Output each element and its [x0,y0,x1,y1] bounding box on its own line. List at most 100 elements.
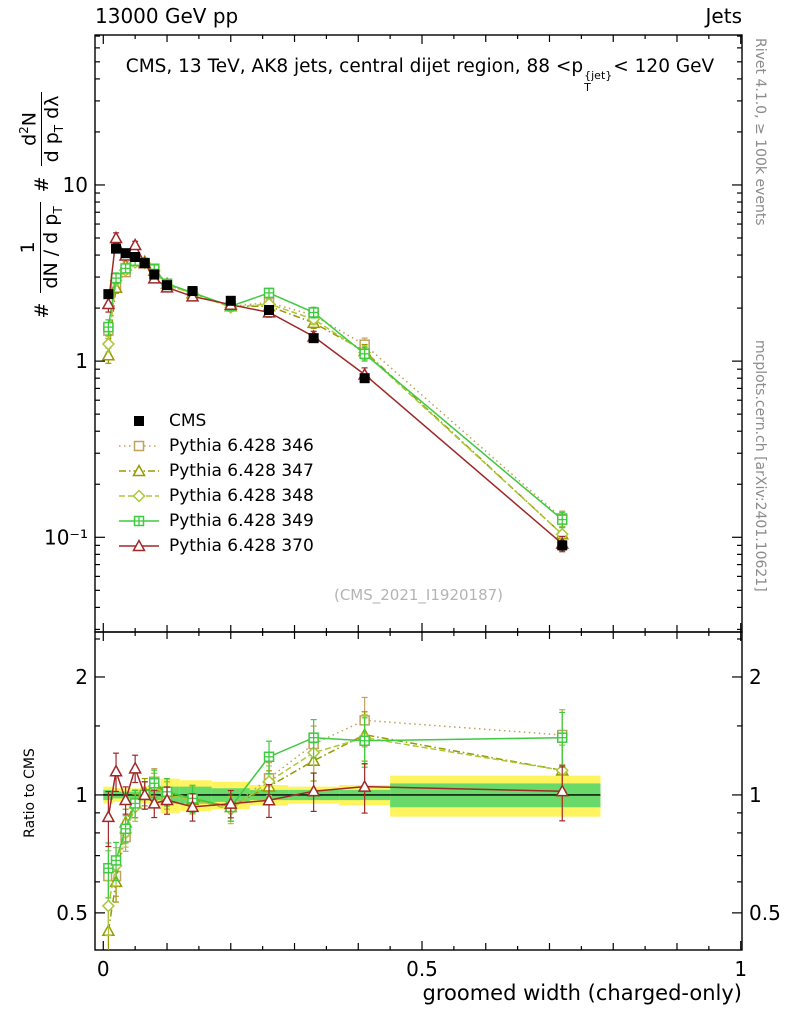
fraction-denominator: d pT dλ [40,92,67,167]
hash-symbol: # [31,176,53,193]
analysis-group-label: Jets [705,4,742,28]
x-tick-label: 0.5 [406,957,438,981]
legend-marker-icon [119,463,159,476]
ratio-tick-label-left: 2 [75,665,88,689]
marker-filled-square [103,289,114,300]
legend-marker-icon [119,515,159,526]
marker-open-triangle [101,296,116,310]
marker-open-triangle [118,792,133,806]
legend-marker-icon [119,538,159,551]
marker-filled-square [130,252,141,263]
y-main-tick-label: 10⁻¹ [44,525,88,549]
den-text-end: dλ [40,95,63,125]
series-pythia-6-428-347 [101,711,570,950]
marker-filled-square [359,373,370,384]
fraction-denominator: dN / d pT [40,202,66,292]
beam-label: 13000 GeV pp [95,4,239,28]
plot-title-text-end: < 120 GeV [613,56,715,77]
legend-label: CMS [169,410,207,431]
marker-open-diamond [101,899,115,913]
legend: CMS Pythia 6.428 346 Pythia 6.428 347 Pythi… [118,408,314,558]
legend-item-pythia-6-428-348: Pythia 6.428 348 [118,483,314,508]
pt-superscript: {jet} [584,69,613,82]
legend-marker-icon [134,415,144,426]
marker-filled-square [557,540,568,551]
header-row: 13000 GeV pp Jets [95,4,742,28]
marker-open-square [133,440,145,451]
x-tick-label: 0 [97,957,110,981]
marker-open-triangle [132,538,146,551]
marker-open-triangle [109,230,123,244]
marker-open-triangle [555,784,570,797]
axis-ticks: 10 1 10⁻¹ 2 2 1 1 0.5 0.5 0 0.5 1 [44,35,781,981]
num-sup: 2 [16,126,31,134]
series-cms [103,243,568,551]
marker-open-triangle [160,792,174,806]
pt-subscript: T [584,80,591,94]
legend-label: Pythia 6.428 346 [169,435,314,456]
legend-item-pythia-6-428-370: Pythia 6.428 370 [118,533,314,558]
den-text: d p [40,132,63,163]
main-y-axis-label: # 1 dN / d pT # d2N d pT dλ [4,35,80,375]
marker-open-triangle [128,237,142,251]
legend-label: Pythia 6.428 348 [169,485,314,506]
den-text: dN / d p [40,213,63,289]
ratio-tick-label-right: 2 [749,665,762,689]
fraction-one-over-dndpt: 1 dN / d pT [17,202,66,293]
num-text: d [17,133,40,146]
mcplots-arxiv-label: mcplots.cern.ch [arXiv:2401.10621] [752,340,768,592]
marker-filled-square [134,415,144,426]
x-axis-title: groomed width (charged-only) [422,981,742,1005]
marker-filled-square [264,305,275,316]
series-pythia-6-428-370 [101,752,570,848]
marker-open-triangle [185,799,200,813]
marker-filled-square [225,295,236,306]
marker-filled-square [308,333,319,344]
ratio-y-axis-label: Ratio to CMS [22,748,38,838]
marker-open-triangle [147,796,162,809]
marker-open-triangle [101,348,116,361]
x-tick-label: 1 [734,957,747,981]
series-line [107,736,563,907]
marker-open-triangle [101,809,116,823]
marker-open-triangle [357,779,372,792]
marker-open-triangle [262,793,276,806]
marker-open-triangle [137,787,152,801]
y-main-tick-label: 10 [63,173,88,197]
den-sub: T [51,124,66,133]
marker-open-triangle [109,764,123,777]
analysis-id-watermark: (CMS_2021_I1920187) [333,586,504,604]
marker-open-triangle [128,761,142,774]
hash-symbol: # [31,302,53,319]
plot-title-text: CMS, 13 TeV, AK8 jets, central dijet reg… [125,56,584,77]
ratio-panel-frame [94,631,743,951]
legend-label: Pythia 6.428 349 [169,510,314,531]
ratio-tick-label-left: 0.5 [56,901,88,925]
marker-open-triangle [306,784,321,797]
ratio-tick-label-right: 1 [749,783,762,807]
legend-label: Pythia 6.428 347 [169,460,314,481]
marker-filled-square [187,286,198,297]
fraction-numerator: 1 [17,202,42,293]
marker-filled-square [139,258,150,269]
marker-filled-square [162,280,173,291]
legend-item-cms: CMS [118,408,314,433]
legend-item-pythia-6-428-349: Pythia 6.428 349 [118,508,314,533]
ratio-tick-label-right: 0.5 [749,901,781,925]
fraction-d2n-over-dptdlambda: d2N d pT dλ [16,91,67,167]
legend-label: Pythia 6.428 370 [169,535,314,556]
marker-filled-square [120,248,131,259]
marker-open-diamond [101,337,115,351]
legend-item-pythia-6-428-347: Pythia 6.428 347 [118,458,314,483]
legend-marker-icon [119,488,159,503]
den-sub: T [50,206,65,214]
marker-open-triangle [224,796,238,809]
legend-marker-icon [119,440,159,451]
pt-jet-symbol: {jet} T [584,70,612,93]
fraction-numerator: d2N [16,91,42,167]
ratio-uncertainty-bands [103,775,601,817]
marker-filled-square [149,269,160,280]
series-line [107,733,563,931]
